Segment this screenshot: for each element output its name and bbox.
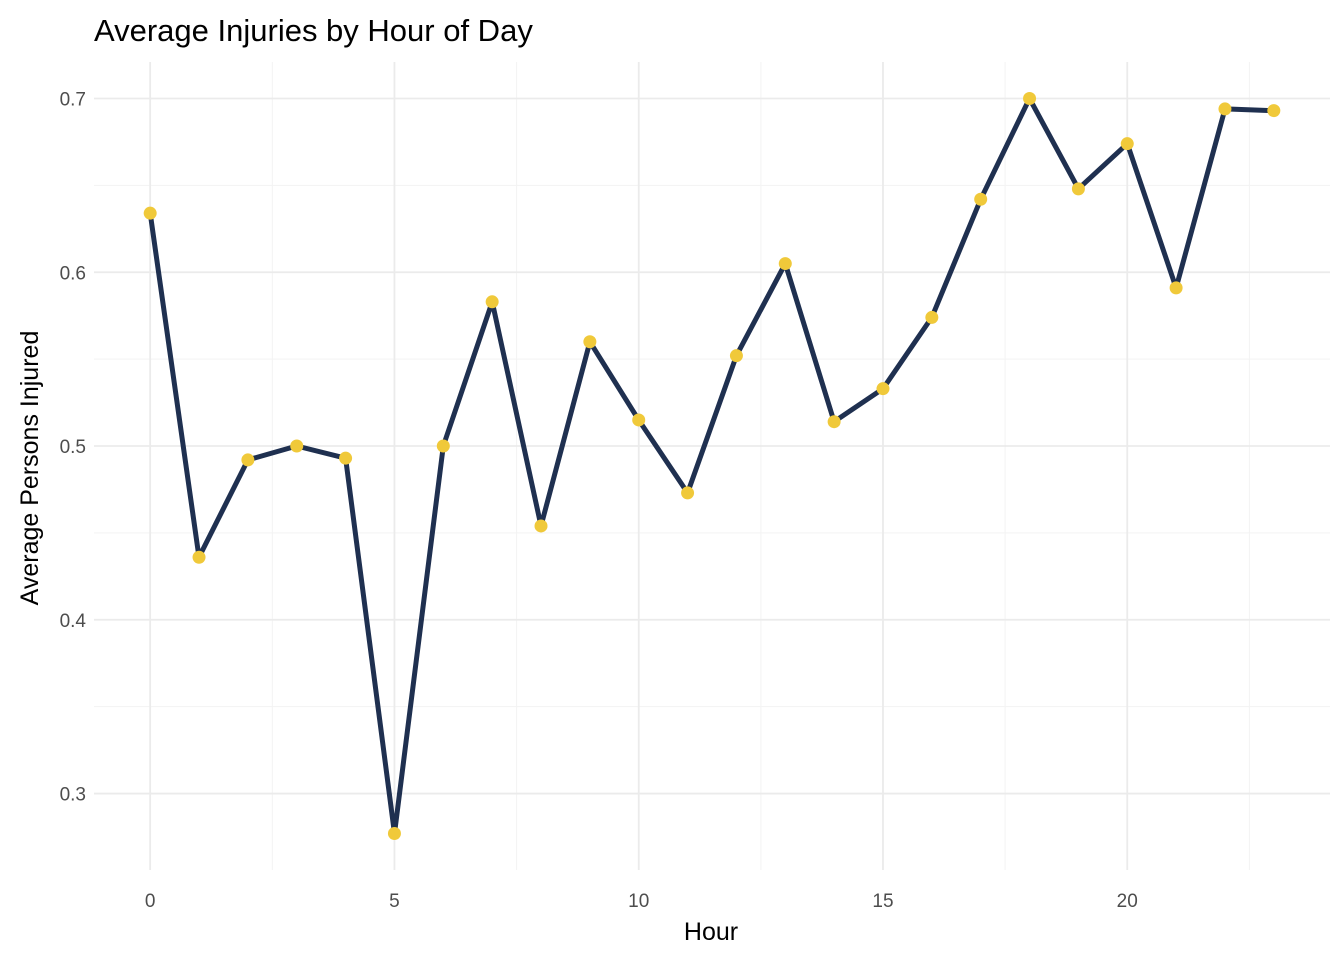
data-point [681,486,695,500]
y-tick-labels: 0.3 0.4 0.5 0.6 0.7 [60,89,87,805]
y-tick-label: 0.6 [60,263,86,284]
data-point [1071,182,1085,196]
data-point [1023,91,1037,105]
x-tick-label: 20 [1117,891,1138,912]
grid [94,62,1330,870]
series-line-group [147,96,1277,836]
data-point [729,349,743,363]
data-point [876,382,890,396]
x-axis-title: Hour [684,918,738,946]
data-point [632,413,646,427]
chart-title: Average Injuries by Hour of Day [94,13,533,48]
data-point [1169,281,1183,295]
data-point [1218,102,1232,116]
x-tick-label: 5 [389,891,400,912]
y-axis-title: Average Persons Injured [16,331,44,606]
data-point [583,335,597,349]
x-tick-label: 10 [628,891,649,912]
data-points [143,91,1281,841]
data-point [387,827,401,841]
data-point [534,519,548,533]
data-point [192,550,206,564]
data-point [1267,104,1281,118]
y-tick-label: 0.7 [60,89,86,110]
x-tick-label: 0 [145,891,156,912]
data-point [827,415,841,429]
data-point [1120,137,1134,151]
data-point [290,439,304,453]
y-tick-label: 0.5 [60,437,86,458]
data-point [436,439,450,453]
x-tick-label: 15 [872,891,893,912]
data-point [974,192,988,206]
y-tick-label: 0.3 [60,785,86,806]
data-point [241,453,255,467]
data-point [339,451,353,465]
x-tick-labels: 0 5 10 15 20 [145,891,1138,912]
series-line [147,96,1277,836]
data-point [143,206,157,220]
data-point [778,257,792,271]
data-point [925,310,939,324]
data-point [485,295,499,309]
y-tick-label: 0.4 [60,611,87,632]
